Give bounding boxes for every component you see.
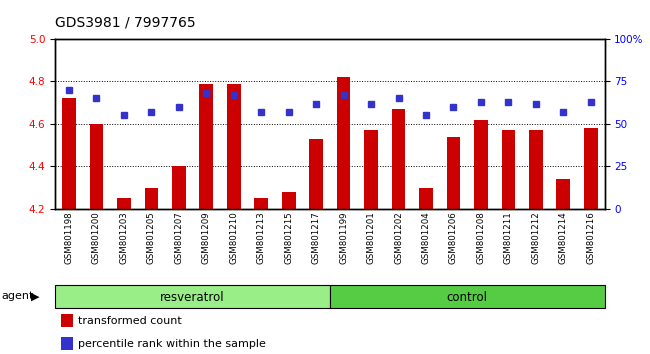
Text: transformed count: transformed count bbox=[78, 316, 182, 326]
Text: resveratrol: resveratrol bbox=[161, 291, 225, 304]
Bar bbox=[502, 130, 515, 209]
Bar bbox=[337, 77, 350, 209]
Bar bbox=[62, 98, 76, 209]
Bar bbox=[419, 188, 433, 209]
Bar bbox=[90, 124, 103, 209]
Bar bbox=[364, 130, 378, 209]
Bar bbox=[282, 192, 296, 209]
Text: agent: agent bbox=[1, 291, 34, 302]
Bar bbox=[55, 285, 330, 308]
Bar bbox=[254, 198, 268, 209]
Bar bbox=[60, 337, 73, 350]
Text: control: control bbox=[447, 291, 488, 304]
Bar bbox=[556, 179, 570, 209]
Bar bbox=[529, 130, 543, 209]
Bar bbox=[330, 285, 604, 308]
Bar bbox=[172, 166, 186, 209]
Bar bbox=[584, 128, 597, 209]
Text: percentile rank within the sample: percentile rank within the sample bbox=[78, 339, 266, 349]
Bar bbox=[309, 139, 323, 209]
Bar bbox=[392, 109, 406, 209]
Bar bbox=[60, 314, 73, 327]
Bar bbox=[144, 188, 158, 209]
Text: GDS3981 / 7997765: GDS3981 / 7997765 bbox=[55, 16, 196, 30]
Text: ▶: ▶ bbox=[31, 291, 40, 302]
Bar bbox=[447, 137, 460, 209]
Bar bbox=[117, 198, 131, 209]
Bar bbox=[474, 120, 488, 209]
Bar bbox=[200, 84, 213, 209]
Bar bbox=[227, 84, 240, 209]
